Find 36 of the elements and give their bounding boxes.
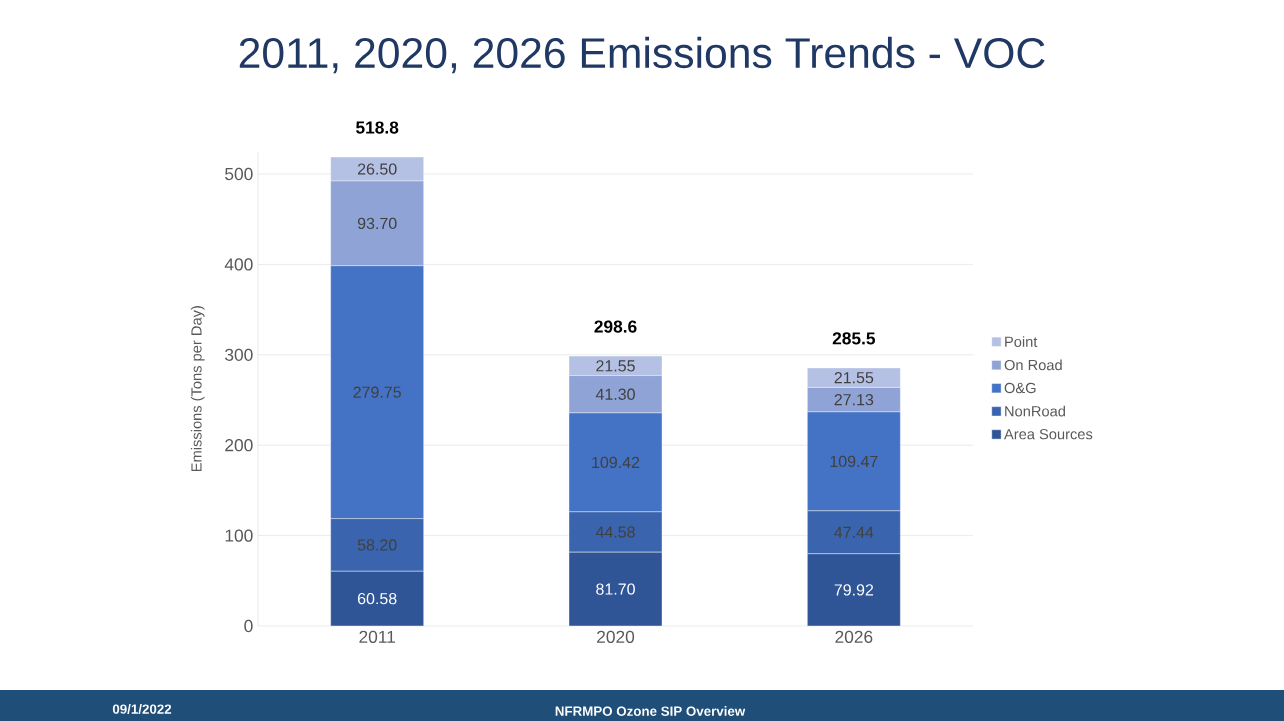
legend-label: Point	[1005, 336, 1038, 347]
data-label: 93.70	[357, 217, 397, 230]
data-label: 79.92	[834, 584, 874, 596]
x-tick-label: 2026	[835, 630, 873, 643]
data-label: 58.20	[357, 539, 397, 551]
legend-label: O&G	[1004, 382, 1036, 394]
y-tick-label: 0	[244, 619, 253, 633]
x-tick-label: 2011	[359, 630, 395, 643]
data-label: 81.70	[596, 583, 635, 595]
legend-label: NonRoad	[1005, 405, 1065, 417]
total-label: 285.5	[832, 332, 876, 345]
data-label: 21.55	[596, 360, 635, 372]
legend-label: Area Sources	[1004, 428, 1093, 440]
data-label: 27.13	[834, 393, 874, 406]
y-tick-label: 500	[225, 167, 253, 181]
chart-title: 2011, 2020, 2026 Emissions Trends - VOC	[239, 36, 1045, 74]
data-label: 26.50	[357, 163, 397, 175]
text: 09/1/2022	[112, 704, 172, 714]
legend-label: On Road	[1004, 359, 1062, 371]
total-label: 518.8	[356, 121, 399, 134]
data-label: 279.75	[353, 386, 401, 398]
y-tick-label: 300	[225, 348, 253, 361]
data-label: 41.30	[595, 388, 635, 400]
data-label: 47.44	[834, 526, 874, 538]
text: NFRMPO Ozone SIP Overview	[555, 706, 746, 716]
data-label: 60.58	[357, 592, 397, 605]
y-tick-label: 100	[225, 529, 253, 542]
x-tick-label: 2020	[597, 630, 635, 643]
data-label: 109.42	[592, 456, 640, 469]
y-axis-title: Emissions (Tons per Day)	[190, 306, 205, 472]
data-label: 21.55	[834, 371, 874, 384]
data-label: 44.58	[595, 526, 635, 538]
y-tick-label: 400	[224, 258, 253, 271]
data-label: 109.47	[830, 455, 878, 468]
total-label: 298.6	[594, 320, 637, 333]
y-tick-label: 200	[225, 439, 253, 452]
